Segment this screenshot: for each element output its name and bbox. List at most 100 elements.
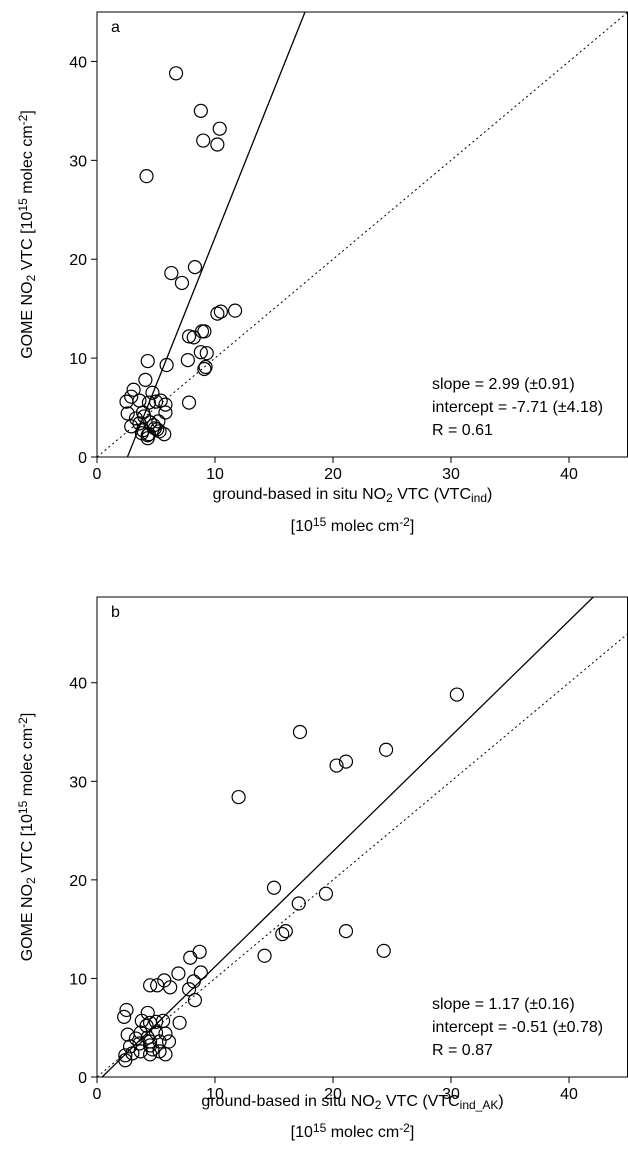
panel-label: a xyxy=(111,19,120,36)
data-point xyxy=(148,1014,164,1029)
annotation: slope = 2.99 (±0.91) xyxy=(432,376,575,393)
data-point xyxy=(119,1002,134,1018)
label-part: ind_AK xyxy=(460,1098,499,1112)
plot-area xyxy=(97,597,628,1077)
data-point xyxy=(145,1042,160,1057)
x-axis-label: ground-based in situ NO2 VTC (VTCind_AK) xyxy=(201,1093,503,1112)
data-point xyxy=(197,361,212,377)
x-axis-label-units: [1015 molec cm-2] xyxy=(291,515,415,535)
label-part: 2 xyxy=(386,491,393,505)
label-part: VTC (VTC xyxy=(393,486,471,503)
data-point xyxy=(181,982,197,997)
x-tick-label: 10 xyxy=(206,1086,224,1103)
data-point xyxy=(278,924,293,939)
data-point xyxy=(158,1047,173,1062)
data-point xyxy=(193,345,208,360)
annotation: slope = 1.17 (±0.16) xyxy=(432,996,575,1013)
y-tick-label: 10 xyxy=(69,971,87,988)
data-point xyxy=(134,1013,149,1028)
label-part: ground-based in situ NO xyxy=(201,1093,374,1110)
data-point xyxy=(186,330,201,345)
x-tick-label: 30 xyxy=(442,466,460,483)
one-to-one-line xyxy=(97,633,628,1077)
panel: 0 10 20 30 40 0 10 20 30 40 b slope = 1.17 (±0.16) i… xyxy=(16,596,628,1141)
label-part: 15 xyxy=(16,800,30,814)
data-point xyxy=(329,758,344,773)
data-point xyxy=(120,406,135,421)
data-point xyxy=(449,687,464,702)
data-point xyxy=(126,382,141,397)
data-point xyxy=(257,948,272,963)
fit-line xyxy=(126,12,306,457)
x-axis-label: ground-based in situ NO2 VTC (VTCind) xyxy=(213,486,493,505)
data-point xyxy=(147,421,162,436)
data-point xyxy=(338,924,354,939)
data-point xyxy=(187,993,203,1008)
annotation: intercept = -7.71 (±4.18) xyxy=(432,399,603,416)
label-part: 15 xyxy=(313,515,327,529)
label-part: molec cm xyxy=(326,518,399,535)
fit-line xyxy=(101,597,595,1077)
data-point xyxy=(196,133,211,148)
annotation: R = 0.61 xyxy=(432,422,493,439)
label-part: -2 xyxy=(16,114,30,125)
data-point xyxy=(275,926,290,942)
data-point xyxy=(181,329,197,344)
label-part: ind xyxy=(471,491,487,505)
label-part: ] xyxy=(19,713,36,717)
data-point xyxy=(148,394,164,409)
x-tick-label: 0 xyxy=(93,466,102,483)
panel-label: b xyxy=(111,604,120,621)
label-part: [10 xyxy=(291,518,313,535)
data-point xyxy=(164,265,179,281)
data-point xyxy=(139,169,154,184)
label-part: 2 xyxy=(24,274,38,281)
data-point xyxy=(128,411,144,426)
plot-area xyxy=(97,12,628,457)
data-point xyxy=(197,324,212,339)
label-part: VTC (VTC xyxy=(381,1093,459,1110)
data-point xyxy=(153,393,168,408)
data-point xyxy=(132,1036,147,1051)
x-tick-label: 40 xyxy=(560,1086,578,1103)
data-point xyxy=(210,137,225,152)
data-point xyxy=(227,303,243,318)
y-tick-label: 0 xyxy=(78,1070,87,1087)
y-tick-label: 10 xyxy=(69,351,87,368)
y-tick-label: 40 xyxy=(69,676,87,693)
data-point xyxy=(124,389,139,404)
data-point xyxy=(231,789,246,805)
data-point xyxy=(168,66,184,81)
label-part: [10 xyxy=(291,1124,313,1141)
data-point xyxy=(379,742,394,757)
label-part: ground-based in situ NO xyxy=(213,486,386,503)
label-part: -2 xyxy=(16,717,30,728)
label-part: ] xyxy=(410,1124,414,1141)
label-part: GOME NO xyxy=(19,884,36,961)
data-point xyxy=(155,1013,171,1028)
label-part: ) xyxy=(487,486,492,503)
label-part: 2 xyxy=(375,1098,382,1112)
data-point xyxy=(338,754,354,769)
data-point xyxy=(376,943,391,958)
data-point xyxy=(151,414,166,429)
data-point xyxy=(125,1046,140,1061)
data-point xyxy=(198,359,213,375)
data-point xyxy=(292,724,308,740)
data-point xyxy=(140,353,155,369)
x-tick-label: 20 xyxy=(324,466,342,483)
data-point xyxy=(120,1027,135,1042)
y-axis-label: GOME NO2 VTC [1015 molec cm-2] xyxy=(16,713,38,962)
data-point xyxy=(192,944,207,959)
data-point xyxy=(193,965,208,980)
label-part: ] xyxy=(19,110,36,114)
data-point xyxy=(199,346,214,361)
y-tick-label: 20 xyxy=(69,252,87,269)
data-point xyxy=(318,886,334,901)
data-point xyxy=(187,260,203,275)
data-point xyxy=(161,1034,177,1049)
x-tick-label: 40 xyxy=(560,466,578,483)
label-part: VTC [10 xyxy=(19,814,36,877)
one-to-one-line xyxy=(97,12,628,457)
x-axis-label-units: [1015 molec cm-2] xyxy=(291,1121,415,1141)
